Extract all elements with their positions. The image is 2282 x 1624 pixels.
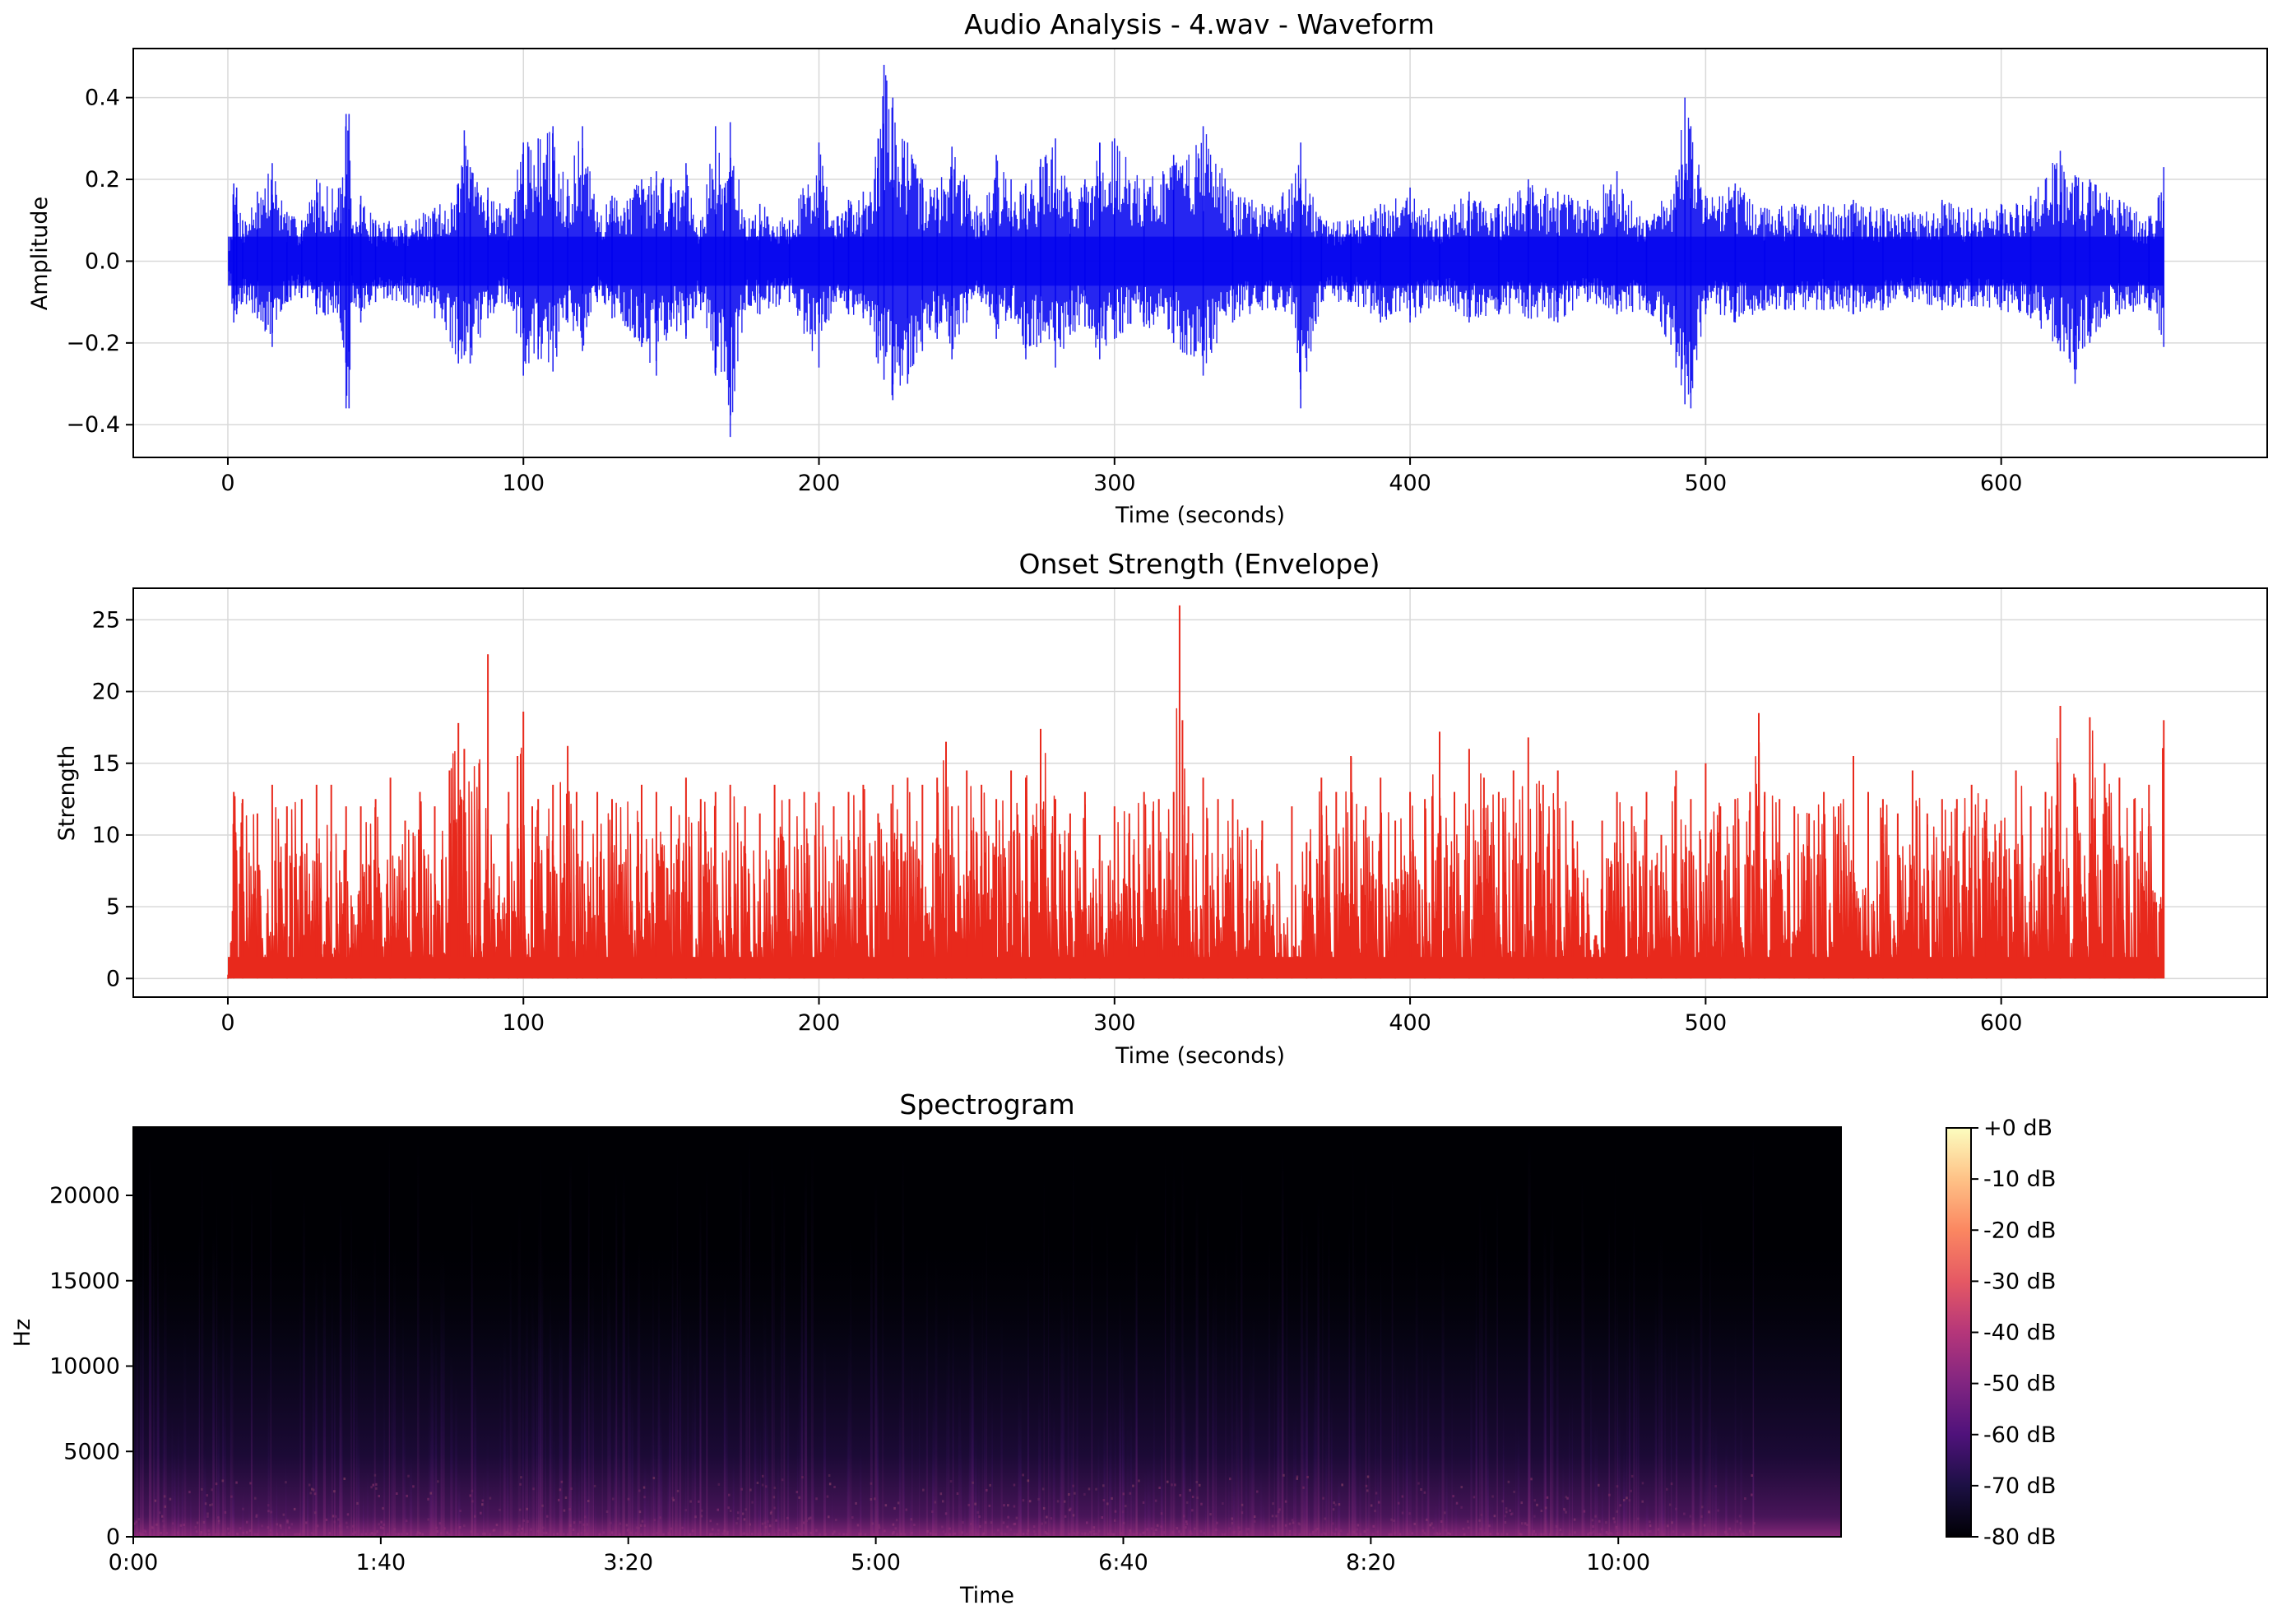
spectrogram-axes-frame [132,1126,1842,1538]
x-tick-label: 400 [1389,1010,1431,1036]
colorbar-ticks: +0 dB -10 dB -20 dB -30 dB -40 dB -50 dB -60 d… [1971,1116,2056,1550]
spectrogram-x-ticks: 0:00 1:40 3:20 5:00 6:40 8:20 10:00 [109,1537,1650,1575]
x-tick-label: 400 [1389,471,1431,496]
colorbar-tick-label: -10 dB [1983,1167,2056,1192]
x-tick-label: 200 [798,1010,841,1036]
y-tick-label: 10 [92,823,120,848]
x-tick-label: 5:00 [851,1550,901,1575]
waveform-core [227,236,2164,286]
y-tick-label: 5 [106,894,120,920]
onset-y-ticks: 0 5 10 15 20 25 [92,607,133,991]
x-tick-label: 8:20 [1346,1550,1396,1575]
spectrogram-title: Spectrogram [899,1088,1074,1121]
y-tick-label: 0.2 [85,167,120,193]
y-tick-label: 15 [92,751,120,777]
waveform-axes-frame [132,48,2268,458]
x-tick-label: 500 [1685,1010,1728,1036]
colorbar-tick-label: -40 dB [1983,1320,2056,1346]
x-tick-label: 0 [220,471,234,496]
x-tick-label: 3:20 [603,1550,653,1575]
onset-axes-frame [132,587,2268,998]
colorbar-tick-label: -50 dB [1983,1371,2056,1397]
spectrogram-y-ticks: 0 5000 10000 15000 20000 [49,1183,133,1550]
x-tick-label: 100 [502,471,545,496]
waveform-title: Audio Analysis - 4.wav - Waveform [964,8,1435,40]
x-tick-label: 200 [798,471,841,496]
y-tick-label: 20 [92,680,120,705]
spectrogram-panel: Spectrogram 0:00 1:40 3:20 5:00 6:40 8:20 10:0… [10,1088,2056,1608]
colorbar-tick-label: -80 dB [1983,1524,2056,1550]
colorbar-tick-label: -30 dB [1983,1269,2056,1294]
x-tick-label: 600 [1980,471,2023,496]
y-tick-label: 0 [106,966,120,991]
colorbar [1946,1127,1972,1538]
x-tick-label: 10:00 [1586,1550,1650,1575]
x-tick-label: 6:40 [1098,1550,1148,1575]
y-tick-label: −0.4 [66,412,120,438]
onset-title: Onset Strength (Envelope) [1018,548,1380,580]
spectrogram-x-label: Time [959,1583,1014,1608]
colorbar-tick-label: +0 dB [1983,1116,2052,1141]
onset-peaks [230,605,2165,979]
waveform-y-label: Amplitude [27,197,53,310]
onset-panel: Onset Strength (Envelope) 0 100 200 300 400 5… [54,548,2268,1069]
waveform-x-ticks: 0 100 200 300 400 500 600 [220,457,2022,496]
onset-plot-area [227,605,2165,980]
y-tick-label: 0.0 [85,248,120,274]
waveform-y-ticks: −0.4 −0.2 0.0 0.2 0.4 [66,86,133,438]
y-tick-label: 5000 [63,1439,120,1464]
y-tick-label: 25 [92,607,120,633]
onset-baseline [227,957,2164,979]
y-tick-label: 20000 [49,1183,120,1209]
x-tick-label: 300 [1093,471,1136,496]
y-tick-label: 0.4 [85,86,120,111]
x-tick-label: 0:00 [109,1550,159,1575]
x-tick-label: 100 [502,1010,545,1036]
spectrogram-low-frequency-energy [133,1127,1841,1537]
spectrogram-image [133,1127,1841,1537]
x-tick-label: 300 [1093,1010,1136,1036]
y-tick-label: 15000 [49,1269,120,1294]
onset-x-label: Time (seconds) [1115,1043,1285,1069]
y-tick-label: −0.2 [66,331,120,356]
waveform-panel: Audio Analysis - 4.wav - Waveform 0 100 20… [27,8,2268,528]
y-tick-label: 10000 [49,1354,120,1380]
x-tick-label: 600 [1980,1010,2023,1036]
x-tick-label: 1:40 [356,1550,406,1575]
x-tick-label: 0 [220,1010,234,1036]
onset-y-label: Strength [54,745,80,842]
colorbar-tick-label: -70 dB [1983,1473,2056,1499]
waveform-plot-area [227,64,2165,438]
x-tick-label: 500 [1685,471,1728,496]
y-tick-label: 0 [106,1524,120,1550]
onset-x-ticks: 0 100 200 300 400 500 600 [220,997,2022,1036]
waveform-x-label: Time (seconds) [1115,503,1285,528]
colorbar-tick-label: -60 dB [1983,1422,2056,1448]
colorbar-tick-label: -20 dB [1983,1218,2056,1243]
spectrogram-y-label: Hz [10,1319,35,1347]
